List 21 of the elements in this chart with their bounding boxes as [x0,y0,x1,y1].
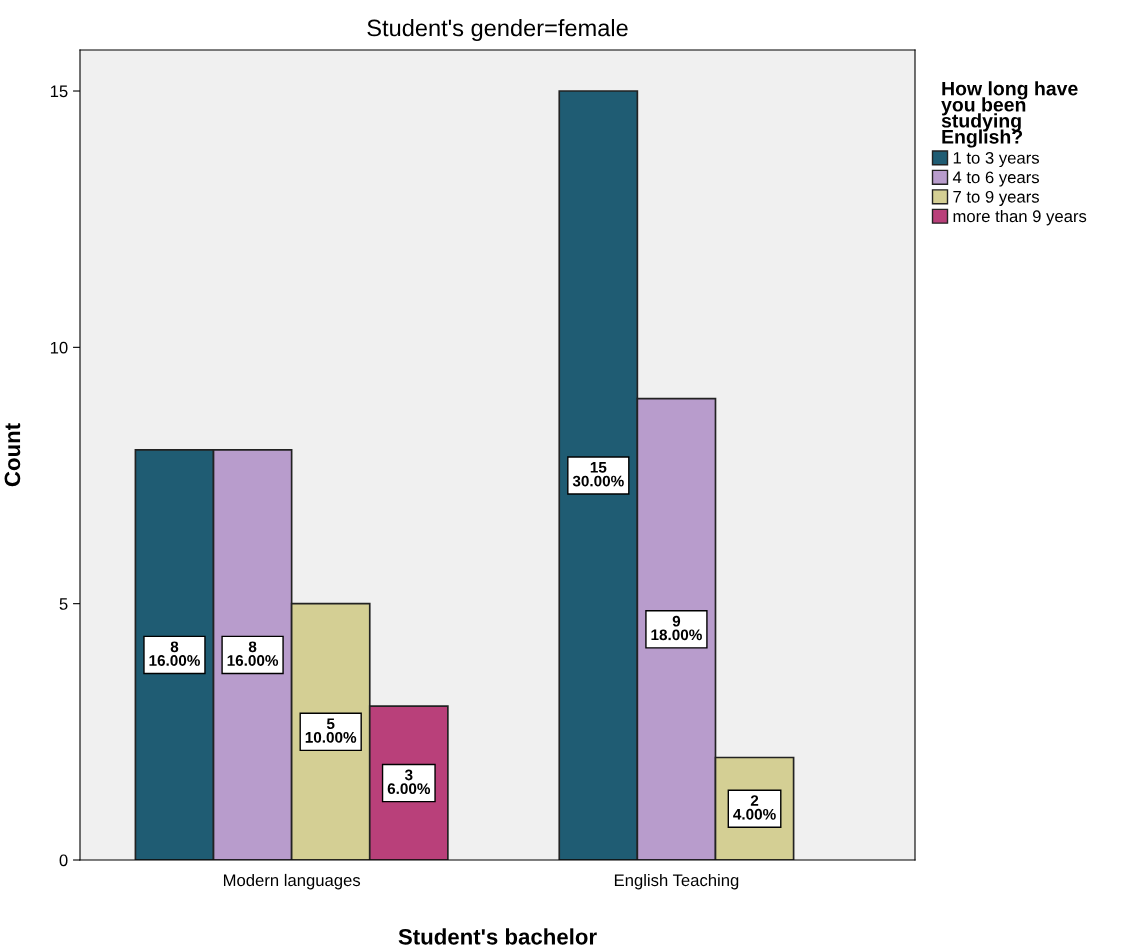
y-tick-label: 0 [59,854,68,867]
legend-label: 1 to 3 years [953,151,1039,168]
legend-label: 4 to 6 years [952,171,1039,187]
legend-label: more than 9 years [953,209,1087,226]
data-label: 2 4.00% [733,795,776,820]
y-tick-label: 10 [50,341,68,354]
data-label: 5 10.00% [305,718,357,743]
data-label: 8 16.00% [227,641,279,666]
x-tick-label: Modern languages [223,873,361,890]
data-label: 9 18.00% [651,615,702,641]
y-axis-title: Count [4,423,21,487]
x-tick-label: English Teaching [614,873,739,890]
chart-title: Student's gender=female [367,19,628,42]
legend-label: 7 to 9 years [953,190,1039,206]
legend-title: How long have you been studying English? [941,81,1078,148]
data-label: 3 6.00% [387,769,431,795]
data-label: 15 30.00% [572,462,624,487]
y-tick-label: 15 [50,85,68,98]
x-axis-title: Student's bachelor [398,928,597,945]
data-label: 8 16.00% [149,641,200,666]
y-tick-label: 5 [59,598,68,610]
